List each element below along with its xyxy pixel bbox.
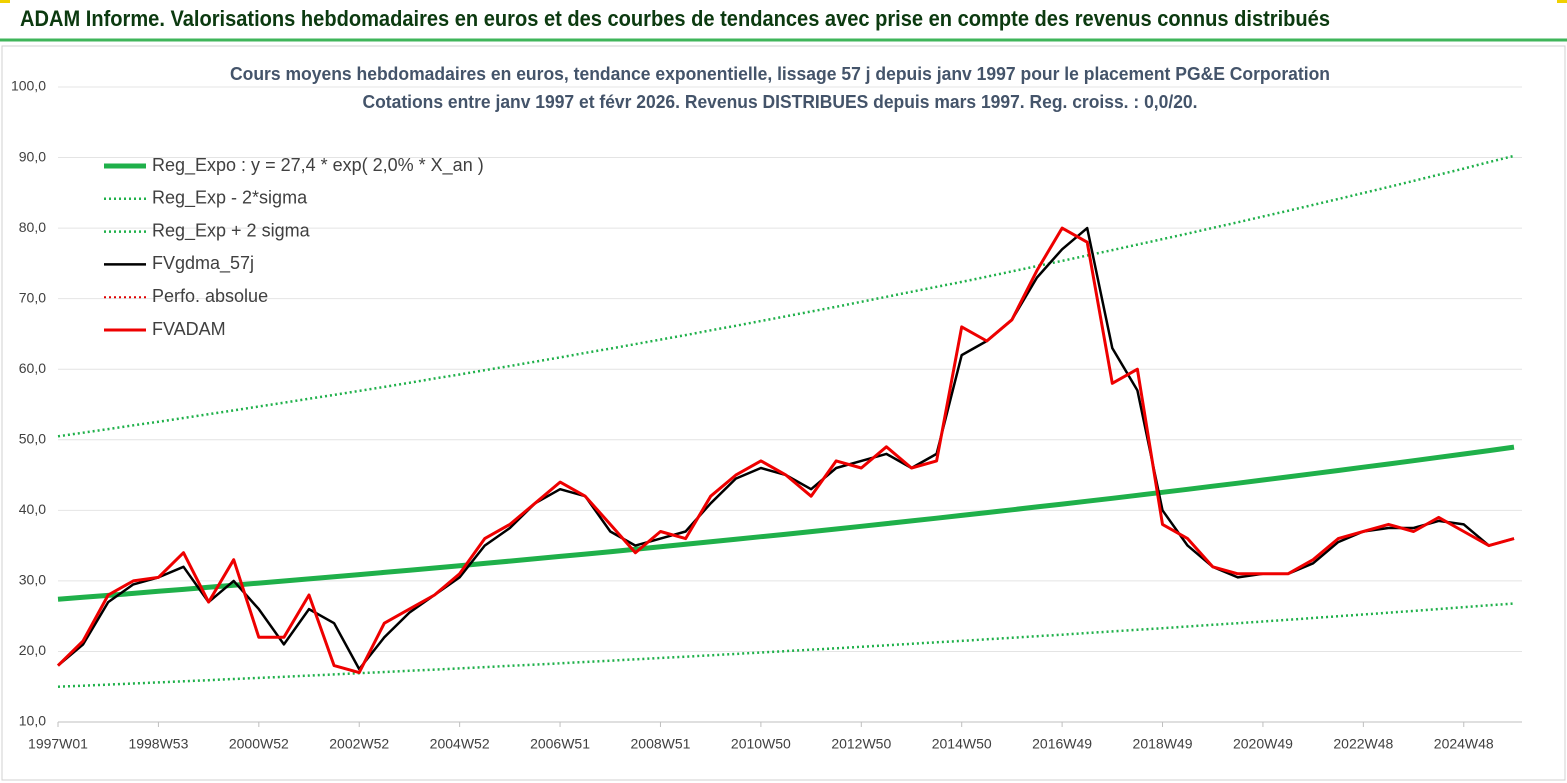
chart-title: Cours moyens hebdomadaires en euros, ten… bbox=[230, 64, 1330, 84]
chart-border bbox=[1, 45, 1566, 781]
x-tick-label: 1997W01 bbox=[28, 736, 88, 752]
page-title: ADAM Informe. Valorisations hebdomadaire… bbox=[20, 6, 1330, 31]
legend-label: FVADAM bbox=[152, 319, 226, 339]
x-tick-label: 2004W52 bbox=[430, 736, 490, 752]
x-tick-label: 2008W51 bbox=[631, 736, 691, 752]
x-tick-label: 2016W49 bbox=[1032, 736, 1092, 752]
x-tick-label: 2022W48 bbox=[1333, 736, 1393, 752]
legend-label: Reg_Exp + 2 sigma bbox=[152, 220, 311, 241]
legend-label: Reg_Exp - 2*sigma bbox=[152, 188, 308, 209]
y-tick-label: 80,0 bbox=[19, 219, 46, 235]
series-line bbox=[57, 444, 1515, 602]
x-tick-label: 2002W52 bbox=[329, 736, 389, 752]
x-tick-label: 2012W50 bbox=[831, 736, 891, 752]
y-tick-label: 70,0 bbox=[19, 289, 46, 305]
series-line bbox=[57, 602, 1515, 688]
x-tick-label: 2010W50 bbox=[731, 736, 791, 752]
x-tick-label: 2024W48 bbox=[1434, 736, 1494, 752]
y-tick-label: 90,0 bbox=[19, 148, 46, 164]
legend-label: Perfo. absolue bbox=[152, 286, 268, 306]
series-line bbox=[57, 154, 1515, 438]
chart-subtitle: Cotations entre janv 1997 et févr 2026. … bbox=[363, 92, 1198, 112]
x-tick-label: 2006W51 bbox=[530, 736, 590, 752]
series-line bbox=[56, 226, 1515, 675]
corner bbox=[0, 0, 10, 3]
y-tick-label: 40,0 bbox=[19, 501, 46, 517]
y-tick-label: 20,0 bbox=[19, 642, 46, 658]
x-tick-label: 2018W49 bbox=[1133, 736, 1193, 752]
legend-label: Reg_Expo : y = 27,4 * exp( 2,0% * X_an ) bbox=[152, 155, 484, 176]
corner bbox=[1557, 0, 1567, 3]
y-tick-label: 50,0 bbox=[19, 430, 46, 446]
y-tick-label: 30,0 bbox=[19, 572, 46, 588]
y-tick-label: 10,0 bbox=[19, 713, 46, 729]
y-tick-label: 100,0 bbox=[11, 78, 46, 94]
x-tick-label: 1998W53 bbox=[128, 736, 188, 752]
x-tick-label: 2014W50 bbox=[932, 736, 992, 752]
y-tick-label: 60,0 bbox=[19, 360, 46, 376]
x-tick-label: 2000W52 bbox=[229, 736, 289, 752]
legend-label: FVgdma_57j bbox=[152, 253, 254, 274]
x-tick-label: 2020W49 bbox=[1233, 736, 1293, 752]
